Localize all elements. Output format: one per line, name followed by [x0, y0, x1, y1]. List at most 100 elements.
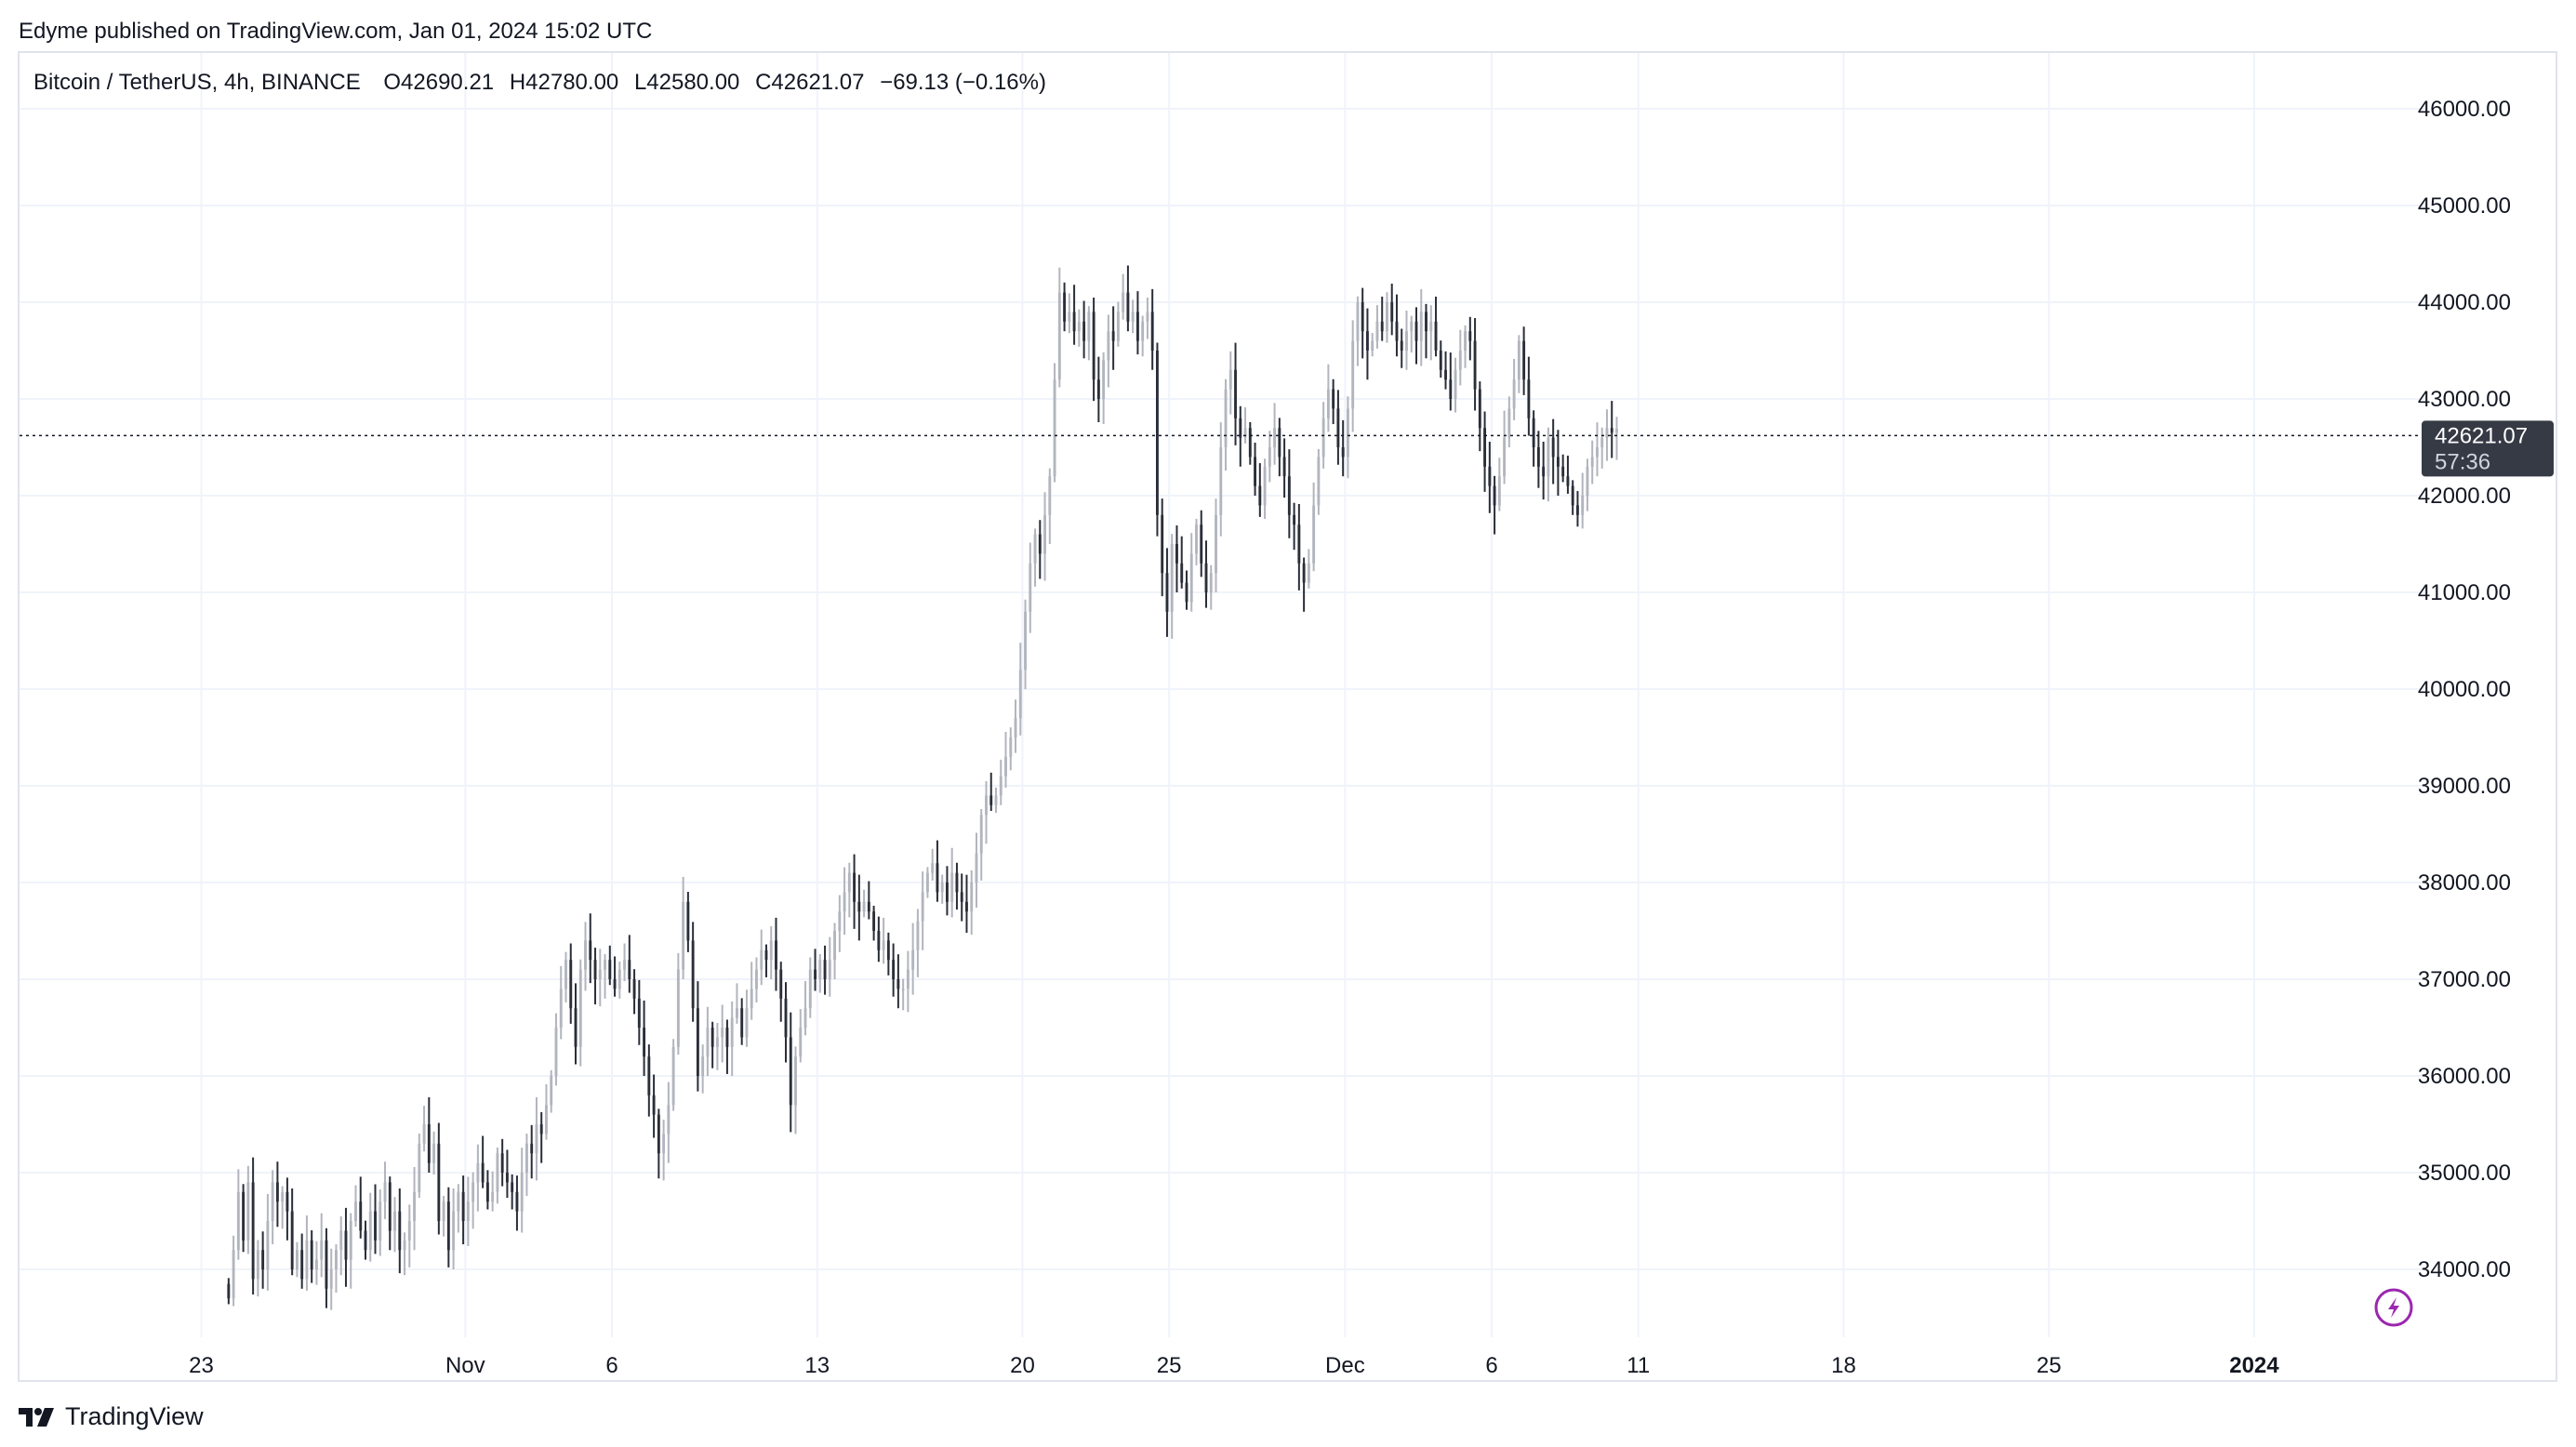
candle-body [335, 1250, 338, 1269]
candle-body [1175, 544, 1178, 564]
candle-body [1053, 379, 1056, 477]
candle-body [1239, 418, 1242, 438]
candle-body [261, 1250, 265, 1269]
tradingview-brand[interactable]: TradingView [19, 1402, 204, 1431]
x-tick-label: 13 [804, 1353, 830, 1378]
candle-body [525, 1143, 528, 1173]
candle-body [315, 1259, 318, 1269]
chart-frame [18, 51, 2557, 1382]
candle-body [1312, 505, 1316, 564]
candle-body [1571, 485, 1574, 506]
candle-body [760, 949, 764, 970]
candle-body [710, 1028, 714, 1047]
candle-body [1287, 476, 1291, 515]
candle-body [784, 998, 788, 1038]
candle-body [285, 1191, 289, 1212]
candle-body [1018, 670, 1022, 719]
candle-body [999, 776, 1003, 796]
lightning-icon[interactable] [2374, 1288, 2413, 1327]
x-tick-label: Dec [1325, 1353, 1365, 1378]
candle-body [1258, 485, 1262, 506]
candle-body [662, 1134, 666, 1154]
candle-body [1605, 428, 1609, 438]
candle-body [1512, 379, 1516, 409]
candle-body [325, 1240, 328, 1289]
candle-body [706, 1028, 710, 1057]
candle-body [647, 1056, 651, 1095]
candle-body [530, 1143, 534, 1154]
candle-body [740, 1008, 744, 1038]
candle-body [1043, 514, 1047, 554]
candle-body [1425, 312, 1427, 332]
candle-body [1165, 573, 1169, 612]
candle-body [578, 969, 582, 1047]
candle-body [368, 1211, 372, 1251]
price-axis: 46000.00 45000.00 44000.00 43000.00 42000.00… [2418, 97, 2511, 1282]
candle-body [1547, 437, 1550, 477]
candle-body [1483, 428, 1487, 467]
candle-body [965, 901, 968, 912]
candle-body [1464, 331, 1467, 351]
candle-body [921, 892, 924, 922]
candle-body [1527, 379, 1531, 418]
candle-body [1503, 437, 1507, 477]
candle-body [1297, 524, 1301, 564]
candle-body [354, 1201, 357, 1221]
candle-body [305, 1240, 309, 1280]
candle-body [925, 872, 929, 893]
candle-body [491, 1191, 495, 1202]
candle-body [471, 1182, 475, 1202]
candle-body [1273, 428, 1277, 447]
candle-body [769, 940, 773, 961]
candle-body [1395, 321, 1399, 341]
candle-body [1536, 447, 1540, 467]
candle-body [1009, 737, 1013, 757]
candle-body [721, 1028, 724, 1038]
candle-body [1556, 457, 1560, 467]
candle-body [1390, 302, 1394, 322]
candle-body [1092, 312, 1095, 380]
candle-body [1111, 331, 1115, 341]
candle-body [232, 1250, 235, 1299]
candle-body [779, 969, 783, 999]
candle-body [320, 1240, 324, 1260]
candle-body [1033, 534, 1037, 564]
candle-body [1107, 331, 1110, 361]
candle-body [1096, 379, 1100, 399]
tradingview-logo-icon [19, 1407, 54, 1427]
candle-body [1542, 466, 1546, 477]
candle-body [970, 883, 974, 912]
candle-body [1400, 340, 1403, 351]
candle-body [1346, 408, 1349, 458]
candle-body [1414, 321, 1418, 341]
candle-body [1439, 351, 1442, 370]
candle-body [1180, 563, 1184, 583]
y-tick-label: 36000.00 [2418, 1064, 2511, 1089]
candle-body [1029, 563, 1032, 612]
candle-body [1234, 369, 1237, 418]
symbol-name[interactable]: Bitcoin / TetherUS, 4h, BINANCE [33, 70, 361, 95]
candle-body [1371, 340, 1374, 351]
candle-body [1507, 408, 1511, 438]
candle-body [251, 1182, 255, 1280]
candle-body [227, 1283, 231, 1299]
candle-body [1586, 466, 1589, 496]
x-tick-label: 18 [1831, 1353, 1856, 1378]
candle-body [1575, 505, 1579, 515]
candle-body [877, 931, 881, 950]
ohlc-change: −69.13 (−0.16%) [880, 70, 1046, 95]
price-tag-countdown: 57:36 [2435, 449, 2490, 474]
candle-body [515, 1191, 519, 1212]
candle-body [686, 901, 690, 941]
candle-body [1116, 312, 1120, 341]
candle-body [775, 940, 777, 970]
candle-body [657, 1114, 660, 1154]
candle-body [1444, 369, 1447, 380]
candle-body [1473, 340, 1477, 390]
candle-body [1224, 389, 1228, 447]
candle-body [1087, 312, 1091, 341]
candle-body [1068, 312, 1071, 322]
candle-body [1004, 756, 1007, 777]
candle-body [554, 1028, 558, 1076]
